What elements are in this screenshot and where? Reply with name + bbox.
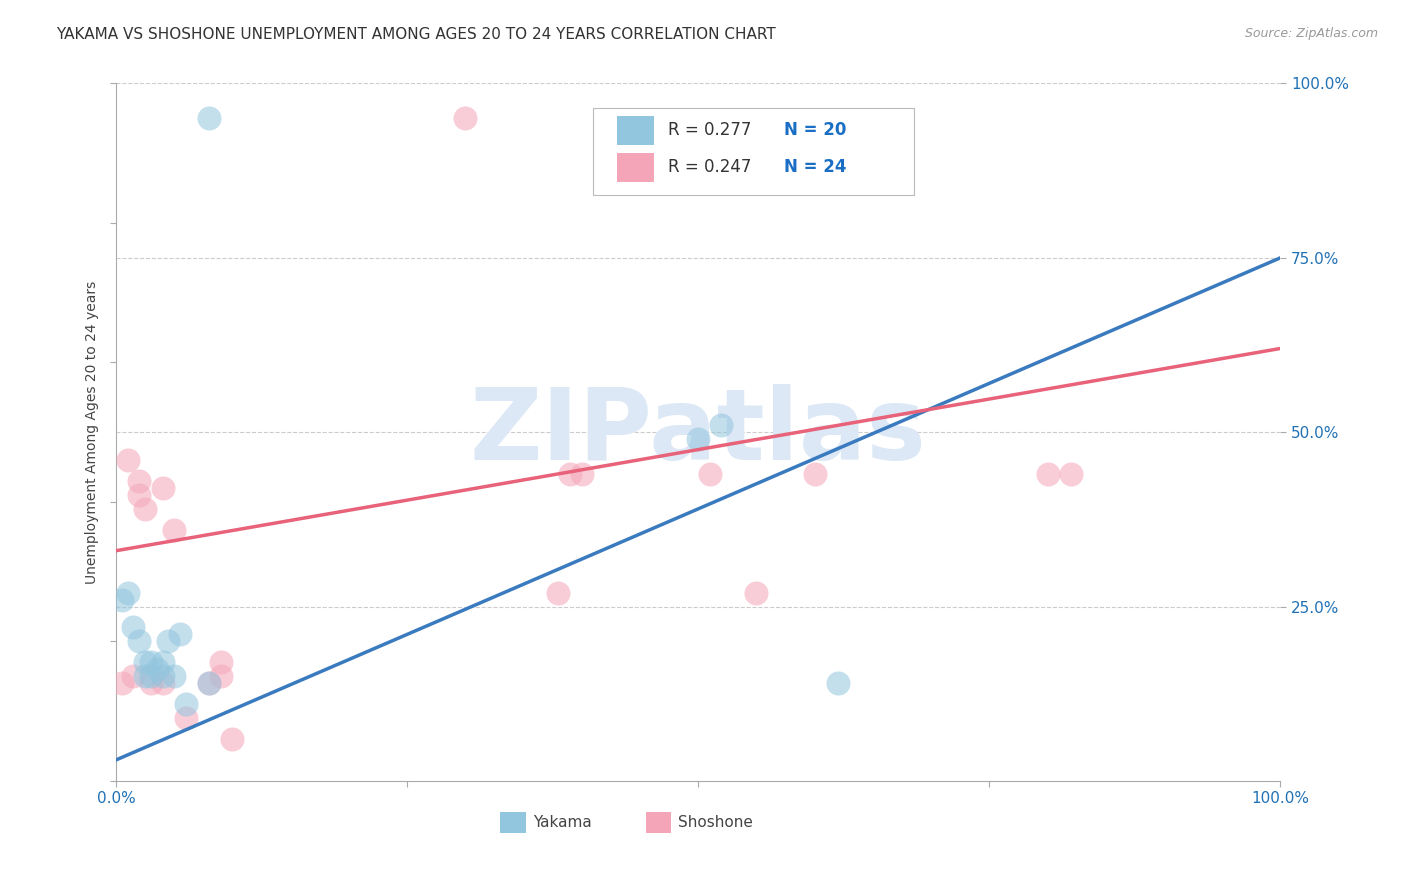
Text: ZIPatlas: ZIPatlas	[470, 384, 927, 481]
Text: Yakama: Yakama	[533, 815, 592, 830]
Point	[710, 418, 733, 433]
Point	[139, 676, 162, 690]
Text: N = 24: N = 24	[785, 158, 846, 177]
FancyBboxPatch shape	[593, 108, 914, 195]
Point	[117, 585, 139, 599]
Point	[198, 676, 221, 690]
Point	[139, 656, 162, 670]
Point	[145, 662, 167, 676]
Point	[169, 627, 191, 641]
Point	[1060, 467, 1083, 481]
Point	[174, 711, 197, 725]
Point	[688, 432, 710, 446]
Point	[128, 634, 150, 648]
Point	[221, 732, 243, 747]
Point	[152, 656, 174, 670]
Point	[111, 676, 134, 690]
Text: Shoshone: Shoshone	[678, 815, 754, 830]
Point	[139, 669, 162, 683]
Text: R = 0.277: R = 0.277	[668, 121, 751, 139]
Point	[152, 676, 174, 690]
Bar	[617, 116, 654, 145]
Point	[152, 481, 174, 495]
Point	[198, 676, 221, 690]
Point	[174, 697, 197, 711]
Point	[558, 467, 581, 481]
Bar	[645, 812, 672, 833]
Point	[699, 467, 721, 481]
Point	[827, 676, 849, 690]
Point	[209, 656, 232, 670]
Point	[163, 669, 186, 683]
Point	[745, 585, 768, 599]
Point	[134, 669, 156, 683]
Text: YAKAMA VS SHOSHONE UNEMPLOYMENT AMONG AGES 20 TO 24 YEARS CORRELATION CHART: YAKAMA VS SHOSHONE UNEMPLOYMENT AMONG AG…	[56, 27, 776, 42]
Point	[547, 585, 569, 599]
Text: Source: ZipAtlas.com: Source: ZipAtlas.com	[1244, 27, 1378, 40]
Bar	[617, 153, 654, 182]
Point	[128, 474, 150, 488]
Y-axis label: Unemployment Among Ages 20 to 24 years: Unemployment Among Ages 20 to 24 years	[86, 281, 100, 583]
Point	[122, 669, 145, 683]
Point	[122, 620, 145, 634]
Point	[803, 467, 825, 481]
Point	[128, 488, 150, 502]
Point	[454, 112, 477, 126]
Point	[209, 669, 232, 683]
Text: N = 20: N = 20	[785, 121, 846, 139]
Point	[157, 634, 180, 648]
Point	[111, 592, 134, 607]
Point	[117, 453, 139, 467]
Text: R = 0.247: R = 0.247	[668, 158, 751, 177]
Point	[571, 467, 593, 481]
Point	[1036, 467, 1059, 481]
Point	[198, 112, 221, 126]
Bar	[501, 812, 526, 833]
Point	[152, 669, 174, 683]
Point	[134, 656, 156, 670]
Point	[134, 501, 156, 516]
Point	[163, 523, 186, 537]
